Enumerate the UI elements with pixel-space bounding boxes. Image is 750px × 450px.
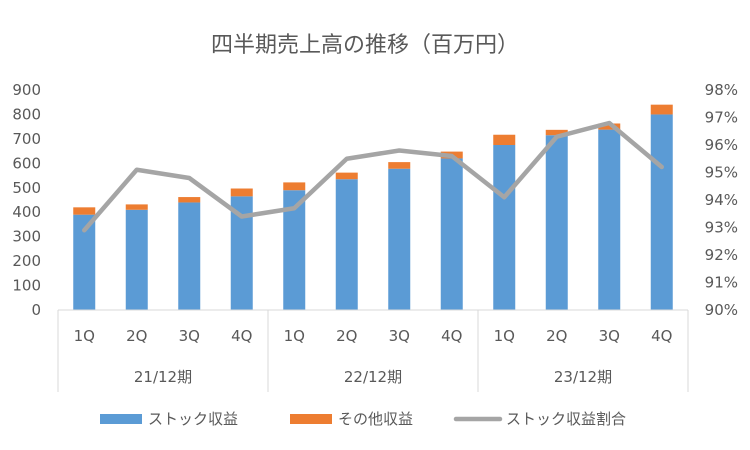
x-tick-label: 3Q xyxy=(179,327,200,345)
bar-stock xyxy=(125,209,148,310)
x-tick-label: 2Q xyxy=(546,327,567,345)
legend: ストック収益 その他収益 ストック収益割合 xyxy=(100,410,626,428)
bar-other xyxy=(493,134,516,145)
x-tick-label: 4Q xyxy=(231,327,252,345)
y-right-tick-label: 93% xyxy=(705,219,738,237)
bar-other xyxy=(545,129,568,136)
line-layer xyxy=(82,120,664,233)
y-left-tick-label: 900 xyxy=(12,81,41,99)
y-right-tick-label: 96% xyxy=(705,136,738,154)
legend-item-other: その他収益 xyxy=(290,410,413,428)
bar-stock xyxy=(230,196,253,310)
legend-label: ストック収益 xyxy=(148,410,238,428)
bar-other xyxy=(650,104,673,115)
x-tick-label: 1Q xyxy=(74,327,95,345)
y-right-tick-label: 95% xyxy=(705,164,738,182)
y-right-tick-label: 98% xyxy=(705,81,738,99)
bar-stock xyxy=(650,114,673,310)
legend-label: ストック収益割合 xyxy=(506,410,626,428)
bar-other xyxy=(125,204,148,210)
bar-stock xyxy=(335,179,358,310)
bar-other xyxy=(335,172,358,180)
bar-stock xyxy=(598,129,621,310)
legend-label: その他収益 xyxy=(338,410,413,428)
y-left-tick-label: 800 xyxy=(12,105,41,123)
bars-layer xyxy=(73,104,673,310)
x-tick-label: 3Q xyxy=(389,327,410,345)
x-tick-label: 2Q xyxy=(336,327,357,345)
y-right-tick-label: 94% xyxy=(705,191,738,209)
bar-stock xyxy=(493,145,516,310)
bar-stock xyxy=(283,190,306,310)
y-right-tick-label: 91% xyxy=(705,274,738,292)
bar-other xyxy=(283,182,306,191)
bar-other xyxy=(73,207,96,215)
legend-swatch xyxy=(100,414,142,424)
axis-layer: 0 100 200 300 400 500 600 700 800 900 90% 91% 92% 93%… xyxy=(12,81,738,392)
bar-other xyxy=(598,123,621,130)
x-tick-label: 1Q xyxy=(494,327,515,345)
y-left-tick-label: 500 xyxy=(12,179,41,197)
legend-item-ratio: ストック収益割合 xyxy=(453,410,626,428)
x-group-label: 22/12期 xyxy=(344,368,402,386)
x-tick-label: 1Q xyxy=(284,327,305,345)
y-left-tick-label: 200 xyxy=(12,252,41,270)
x-tick-label: 3Q xyxy=(599,327,620,345)
x-group-label: 21/12期 xyxy=(134,368,192,386)
x-tick-label: 4Q xyxy=(651,327,672,345)
bar-stock xyxy=(440,158,463,310)
bar-stock xyxy=(388,168,411,310)
bar-other xyxy=(178,197,201,203)
legend-swatch xyxy=(290,414,332,424)
bar-other xyxy=(230,188,253,197)
line-stock-ratio xyxy=(82,120,664,233)
y-left-tick-label: 0 xyxy=(31,301,41,319)
x-group-label: 23/12期 xyxy=(554,368,612,386)
y-left-tick-label: 600 xyxy=(12,154,41,172)
bar-stock xyxy=(178,202,201,310)
y-right-tick-label: 90% xyxy=(705,301,738,319)
chart-title: 四半期売上高の推移（百万円） xyxy=(211,33,519,58)
y-left-tick-label: 100 xyxy=(12,277,41,295)
y-left-tick-label: 400 xyxy=(12,203,41,221)
y-right-tick-label: 97% xyxy=(705,109,738,127)
y-left-tick-label: 300 xyxy=(12,228,41,246)
bar-stock xyxy=(545,135,568,310)
x-tick-label: 4Q xyxy=(441,327,462,345)
bar-stock xyxy=(73,214,96,310)
y-right-tick-label: 92% xyxy=(705,246,738,264)
bar-other xyxy=(388,162,411,169)
legend-item-stock: ストック収益 xyxy=(100,410,238,428)
x-tick-label: 2Q xyxy=(126,327,147,345)
y-left-tick-label: 700 xyxy=(12,130,41,148)
